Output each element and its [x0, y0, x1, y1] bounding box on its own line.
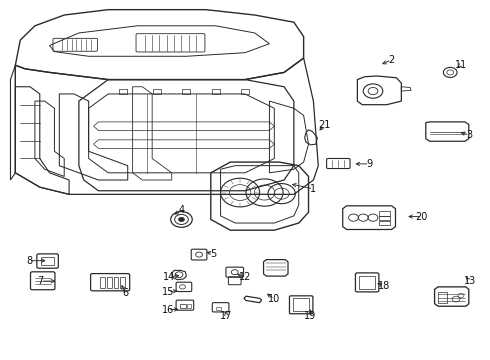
Text: 8: 8 — [26, 256, 32, 266]
Text: 19: 19 — [304, 311, 317, 320]
Text: 21: 21 — [318, 121, 330, 130]
Text: 3: 3 — [466, 130, 473, 140]
Text: 16: 16 — [162, 305, 174, 315]
Text: 18: 18 — [378, 281, 391, 291]
Text: 12: 12 — [239, 272, 251, 282]
Text: 7: 7 — [38, 276, 44, 286]
Text: 6: 6 — [122, 288, 128, 298]
Text: 17: 17 — [220, 311, 233, 320]
Text: 5: 5 — [210, 248, 217, 258]
Text: 14: 14 — [163, 272, 175, 282]
Text: 4: 4 — [178, 206, 185, 216]
Text: 13: 13 — [464, 276, 476, 286]
Text: 2: 2 — [389, 55, 395, 65]
Circle shape — [178, 217, 184, 222]
Text: 10: 10 — [268, 294, 280, 304]
Text: 15: 15 — [162, 287, 174, 297]
Text: 11: 11 — [455, 59, 467, 69]
Text: 1: 1 — [310, 184, 317, 194]
Text: 20: 20 — [416, 212, 428, 221]
Text: 9: 9 — [367, 159, 373, 169]
